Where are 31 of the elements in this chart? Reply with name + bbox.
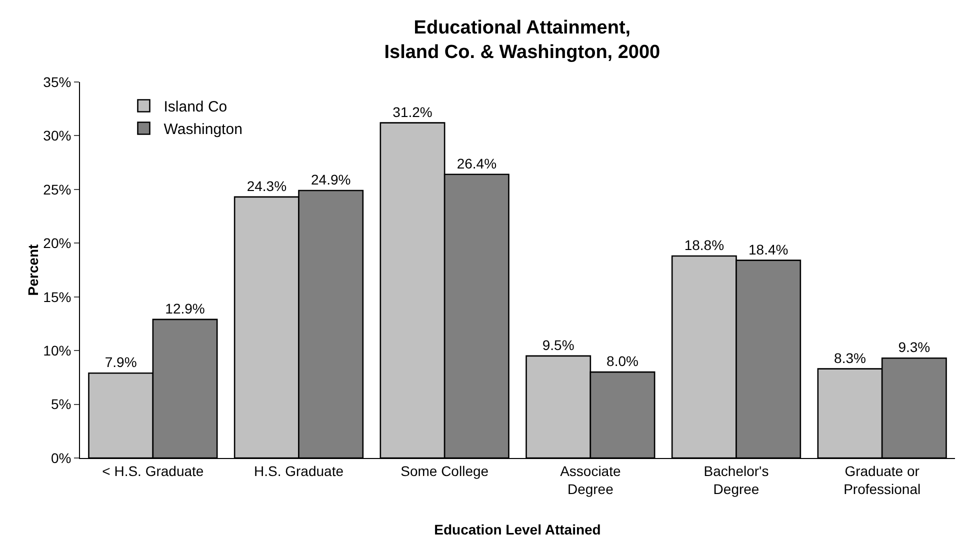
x-tick-label: H.S. Graduate (254, 462, 344, 479)
data-label: 7.9% (104, 354, 137, 370)
x-tick-label: Graduate or Professional (844, 462, 921, 497)
y-tick-label: 0% (50, 450, 72, 466)
y-tick-label: 15% (43, 288, 72, 305)
y-tick-label: 5% (50, 396, 72, 412)
y-tick-label: 25% (43, 181, 72, 198)
data-label: 8.3% (834, 350, 866, 366)
y-tick-label: 10% (43, 342, 72, 358)
x-axis-title: Education Level Attained (434, 521, 601, 538)
y-tick-label: 20% (43, 235, 72, 252)
data-label: 26.4% (456, 155, 497, 172)
data-label: 9.3% (898, 339, 930, 356)
x-tick-label: Some College (400, 462, 489, 479)
data-label: 18.4% (748, 241, 788, 258)
data-label: 24.3% (246, 178, 287, 194)
data-label: 18.8% (684, 237, 724, 254)
chart-title: Educational Attainment, Island Co. & Washington, 2000 (384, 18, 660, 64)
legend-label: Washington (164, 121, 242, 138)
y-tick-label: 30% (43, 128, 72, 144)
data-label: 12.9% (165, 300, 205, 316)
data-label: 9.5% (542, 336, 574, 353)
data-label: 8.0% (606, 353, 638, 370)
x-tick-label: Associate Degree (560, 462, 621, 497)
data-label: 24.9% (310, 172, 351, 188)
x-tick-label: Bachelor's Degree (704, 462, 769, 497)
legend-label: Island Co (164, 98, 228, 116)
y-tick-label: 35% (43, 74, 72, 90)
data-label: 31.2% (392, 104, 432, 120)
x-tick-label: < H.S. Graduate (102, 462, 204, 479)
y-axis-title: Percent (25, 244, 42, 296)
